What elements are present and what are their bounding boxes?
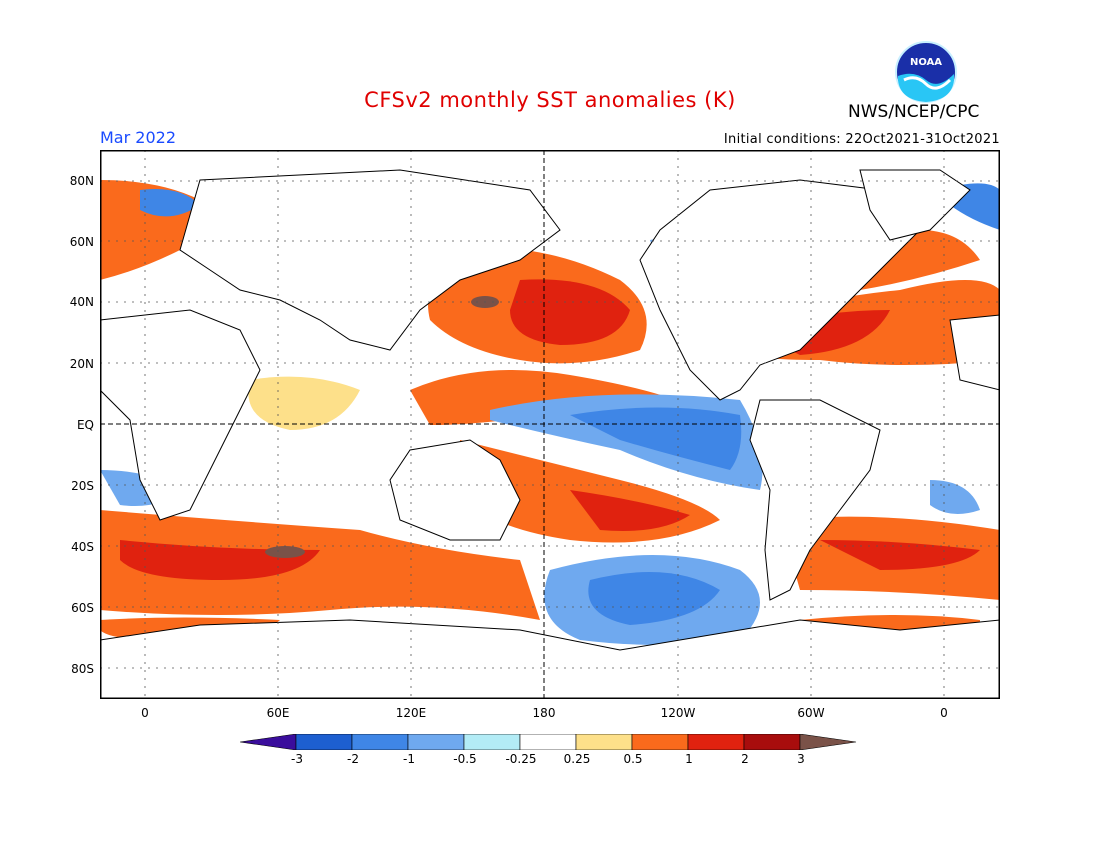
noaa-logo: NOAA [895, 41, 957, 103]
lon-label: 0 [141, 706, 149, 720]
colorbar-label: -0.25 [505, 752, 537, 766]
colorbar-segment [351, 734, 409, 750]
colorbar-segment [295, 734, 353, 750]
lat-label: 80S [71, 662, 94, 676]
lon-label: 0 [940, 706, 948, 720]
colorbar-label: 1 [685, 752, 693, 766]
lat-label: EQ [76, 418, 94, 432]
colorbar-segment [575, 734, 633, 750]
map-title: CFSv2 monthly SST anomalies (K) [364, 88, 736, 112]
sst-anomaly-map [100, 150, 1000, 699]
lon-label: 120E [395, 706, 427, 720]
agency-label: NWS/NCEP/CPC [848, 102, 980, 122]
lat-label: 40S [71, 540, 94, 554]
colorbar-label: 0.5 [623, 752, 643, 766]
colorbar-label: -1 [403, 752, 415, 766]
colorbar-segment [407, 734, 465, 750]
valid-month: Mar 2022 [100, 128, 176, 147]
colorbar-label: -0.5 [453, 752, 477, 766]
lat-label: 60S [71, 601, 94, 615]
colorbar-arrow-high [799, 734, 857, 750]
colorbar-label: -2 [347, 752, 359, 766]
initial-conditions: Initial conditions: 22Oct2021-31Oct2021 [723, 132, 1000, 147]
lon-label: 60W [797, 706, 825, 720]
colorbar-label: 2 [741, 752, 749, 766]
lon-label: 60E [266, 706, 290, 720]
colorbar-label: 3 [797, 752, 805, 766]
colorbar-segment [743, 734, 801, 750]
lat-label: 20S [71, 479, 94, 493]
lon-label: 120W [660, 706, 696, 720]
colorbar-segment [687, 734, 745, 750]
colorbar-segment [519, 734, 577, 750]
colorbar-label: 0.25 [563, 752, 591, 766]
reference-lines [100, 150, 1000, 699]
lon-label: 180 [532, 706, 556, 720]
lat-label: 40N [69, 295, 94, 309]
colorbar-arrow-low [240, 734, 297, 750]
gridlines [100, 150, 1000, 699]
land-masses [100, 169, 1000, 699]
lat-label: 80N [69, 174, 94, 188]
lat-label: 60N [69, 235, 94, 249]
colorbar [240, 734, 857, 750]
colorbar-segment [463, 734, 521, 750]
colorbar-label: -3 [291, 752, 303, 766]
colorbar-segment [631, 734, 689, 750]
lat-label: 20N [69, 357, 94, 371]
noaa-logo-text: NOAA [910, 57, 942, 68]
